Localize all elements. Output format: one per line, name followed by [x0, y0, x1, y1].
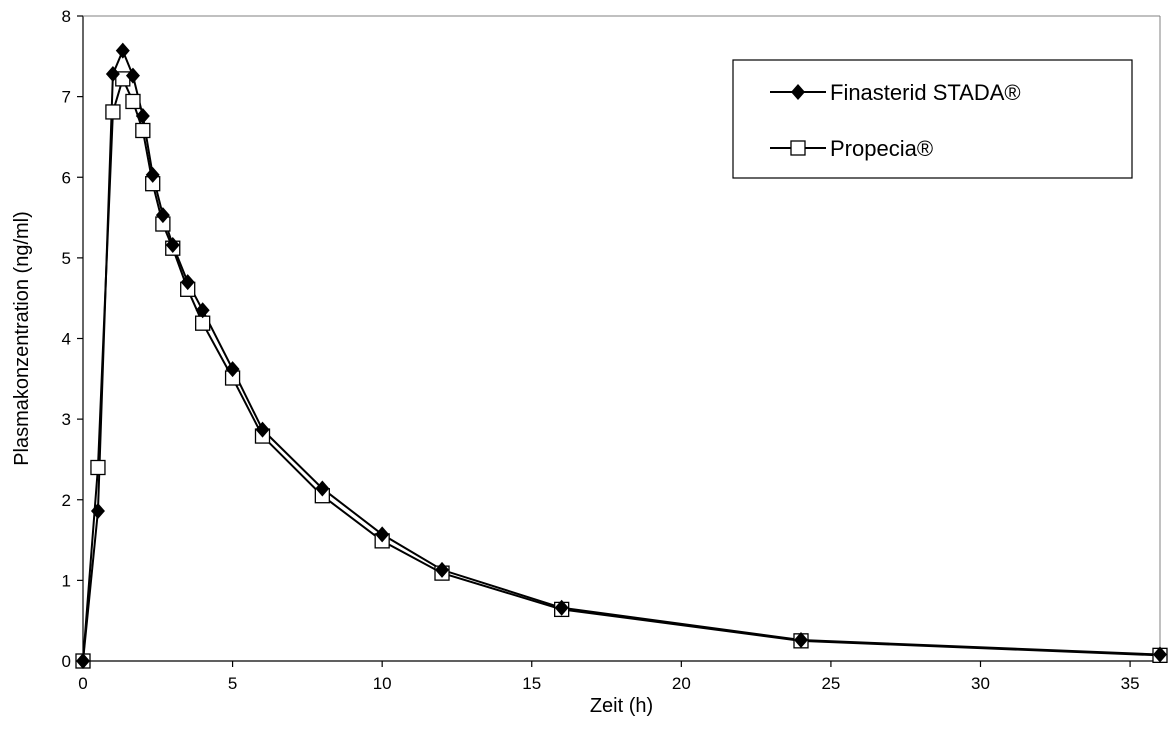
x-tick-label: 30	[971, 674, 990, 693]
x-tick-label: 25	[821, 674, 840, 693]
legend: Finasterid STADA® Propecia®	[732, 59, 1133, 179]
y-tick-label: 8	[62, 7, 71, 26]
data-point	[135, 107, 150, 124]
data-point	[90, 503, 105, 520]
data-point	[435, 561, 449, 578]
data-point	[225, 361, 240, 378]
data-point	[554, 599, 569, 616]
data-point	[1153, 646, 1167, 663]
legend-label-finasterid: Finasterid STADA®	[830, 80, 1021, 105]
x-ticks: 0 5 10 15 20 25 30 35	[78, 661, 1140, 693]
y-tick-label: 1	[62, 571, 71, 590]
y-axis-label: Plasmakonzentration (ng/ml)	[11, 211, 33, 466]
y-tick-label: 6	[62, 168, 71, 187]
legend-marker-square-icon	[790, 140, 806, 156]
y-tick-label: 2	[62, 491, 71, 510]
y-tick-label: 7	[62, 88, 71, 107]
legend-box	[732, 59, 1133, 179]
data-point	[90, 459, 106, 476]
markers-finasterid	[76, 42, 1167, 669]
series-layer	[75, 42, 1168, 669]
x-tick-label: 0	[78, 674, 87, 693]
data-point	[794, 632, 808, 649]
data-point	[76, 653, 90, 669]
data-point	[135, 122, 151, 139]
legend-label-propecia: Propecia®	[830, 136, 933, 161]
y-tick-label: 4	[62, 330, 71, 349]
data-point	[165, 236, 180, 253]
data-point	[195, 302, 210, 319]
data-point	[145, 166, 160, 183]
data-point	[125, 67, 140, 84]
y-tick-label: 3	[62, 410, 71, 429]
x-tick-label: 5	[228, 674, 237, 693]
x-tick-label: 10	[373, 674, 392, 693]
data-point	[105, 104, 121, 120]
data-point	[255, 421, 270, 438]
x-tick-label: 35	[1121, 674, 1140, 693]
x-tick-label: 20	[672, 674, 691, 693]
y-tick-label: 5	[62, 249, 71, 268]
data-point	[180, 274, 195, 291]
data-point	[155, 207, 170, 224]
x-axis-label: Zeit (h)	[590, 695, 653, 717]
y-ticks: 0 1 2 3 4 5 6 7 8	[62, 7, 83, 671]
data-point	[375, 526, 390, 543]
data-point	[125, 93, 141, 110]
y-tick-label: 0	[62, 652, 71, 671]
x-tick-label: 15	[522, 674, 541, 693]
legend-marker-diamond-icon	[791, 84, 805, 100]
data-point	[105, 66, 120, 83]
data-point	[115, 42, 130, 59]
data-point	[315, 480, 330, 497]
